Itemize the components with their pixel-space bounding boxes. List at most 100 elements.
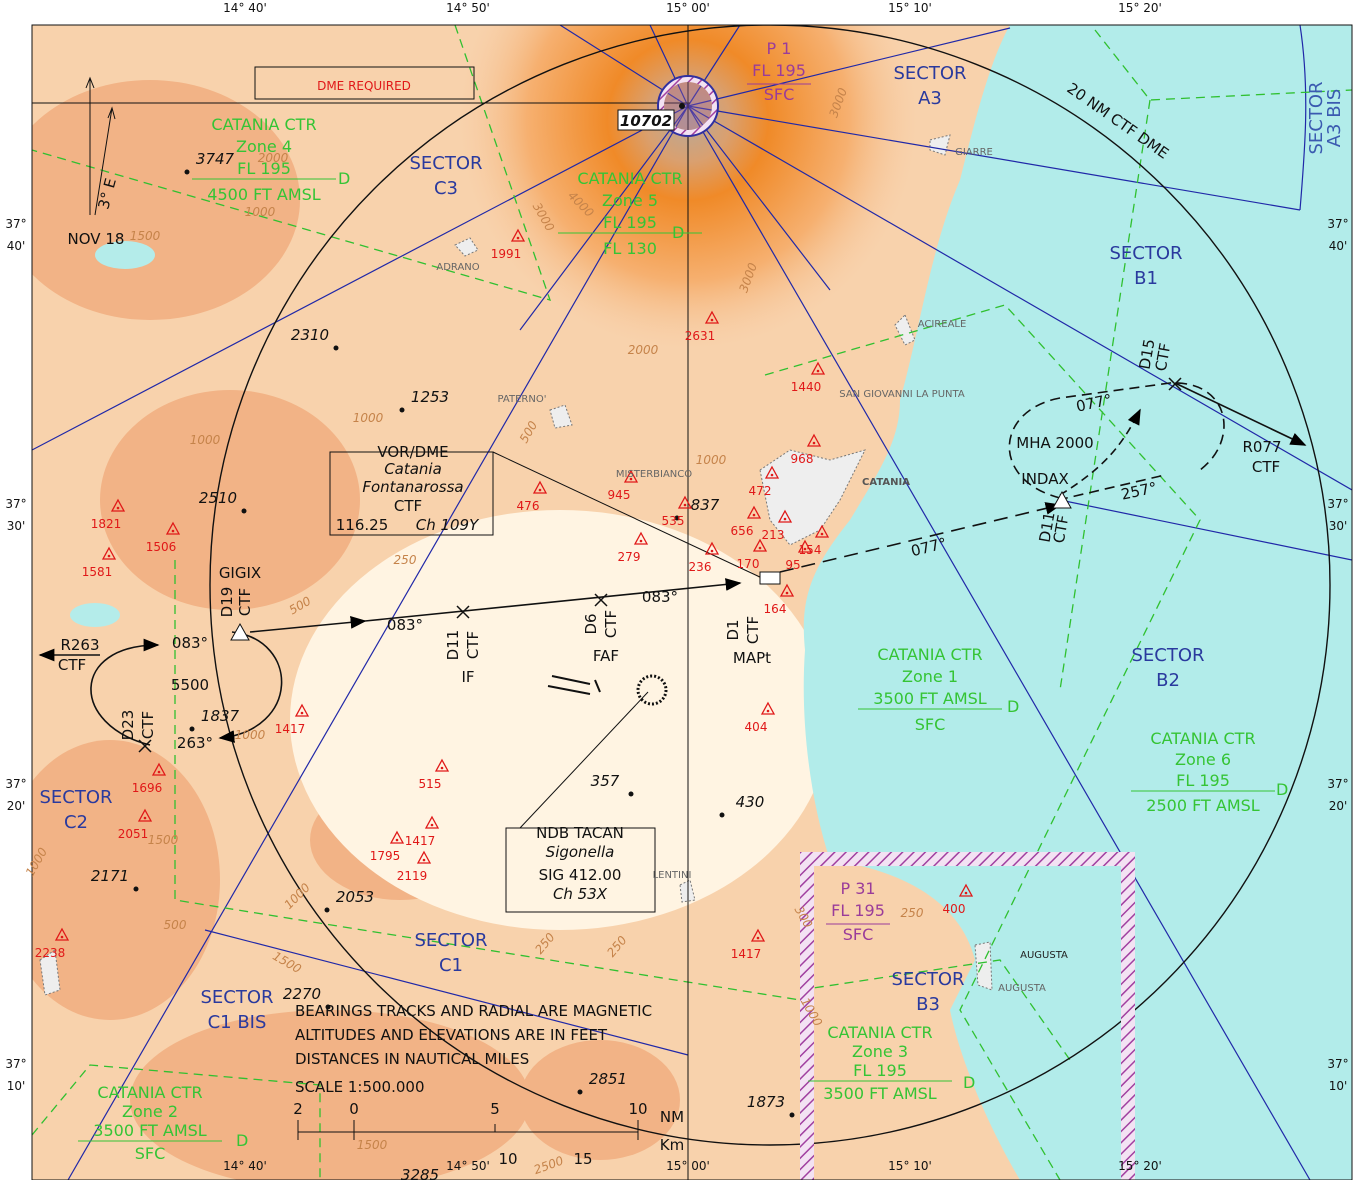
contour-label: 1500 [357, 1138, 388, 1152]
sector-name: C1 BIS [208, 1012, 267, 1033]
obstacle-elevation: 279 [618, 550, 641, 564]
procedure-label: CTF [464, 631, 482, 659]
zone-text: CATANIA CTR [827, 1023, 932, 1042]
procedure-label: R077 [1242, 438, 1281, 456]
spot-dot [334, 346, 339, 351]
spot-dot [790, 1113, 795, 1118]
obstacle-dot [396, 839, 399, 842]
obstacle-dot [753, 514, 756, 517]
latitude-label: 10' [7, 1079, 26, 1093]
zone-text: SFC [135, 1144, 166, 1163]
obstacle-elevation: 1417 [275, 722, 306, 736]
obstacle-dot [757, 937, 760, 940]
procedure-label: D11 [444, 630, 462, 661]
prohibited-text: SFC [843, 925, 874, 944]
airspace-class: D [1276, 780, 1288, 799]
obstacle-elevation: 1506 [146, 540, 177, 554]
spot-dot [578, 1090, 583, 1095]
zone-text: FL 130 [603, 239, 657, 258]
spot-dot [190, 727, 195, 732]
longitude-label: 15° 00' [666, 1, 710, 15]
procedure-label: MAPt [733, 649, 771, 667]
zone-text: SFC [915, 715, 946, 734]
sector-name: A3 [918, 88, 942, 109]
obstacle-elevation: 1991 [491, 247, 522, 261]
zone-text: CATANIA CTR [211, 115, 316, 134]
sector-label: SECTOR [1131, 645, 1204, 666]
longitude-label: 15° 10' [888, 1159, 932, 1173]
peak-elevation: 10702 [620, 112, 672, 130]
navaid-name: Sigonella [546, 843, 615, 861]
contour-label: 1500 [130, 229, 161, 243]
scale-unit: Km [660, 1136, 684, 1154]
procedure-label: 083° [642, 588, 678, 606]
procedure-label: R263 [60, 636, 99, 654]
latitude-label: 37° [1327, 777, 1348, 791]
scale-tick: 2 [293, 1100, 303, 1118]
obstacle-dot [144, 817, 147, 820]
airspace-class: D [963, 1073, 975, 1092]
latitude-label: 10' [1329, 1079, 1348, 1093]
longitude-label: 15° 20' [1118, 1159, 1162, 1173]
place-name: AUGUSTA [998, 983, 1046, 994]
obstacle-dot [784, 518, 787, 521]
latitude-label: 37° [1327, 1057, 1348, 1071]
obstacle-elevation: 404 [745, 720, 768, 734]
navaid-type: VOR/DME [377, 443, 448, 461]
contour-label: 1000 [353, 411, 384, 425]
obstacle-elevation: 95 [785, 558, 800, 572]
navaid-channel: Ch 109Y [416, 516, 480, 534]
contour-label: 1000 [235, 728, 266, 742]
sector-label: SECTOR [39, 787, 112, 808]
obstacle-dot [301, 712, 304, 715]
obstacle-dot [767, 710, 770, 713]
procedure-label: CTF [139, 711, 157, 739]
latitude-label: 20' [7, 799, 26, 813]
spot-dot [242, 509, 247, 514]
procedure-label: 5500 [171, 676, 209, 694]
zone-text: 2500 FT AMSL [1146, 796, 1259, 815]
spot-elevation: 837 [691, 496, 720, 514]
spot-elevation: 2510 [199, 489, 237, 507]
obstacle-elevation: 656 [731, 524, 754, 538]
obstacle-elevation: 400 [943, 902, 966, 916]
place-name: MISTERBIANCO [616, 469, 692, 480]
obstacle-dot [441, 767, 444, 770]
procedure-label: FAF [593, 647, 619, 665]
obstacle-elevation: 213 [762, 528, 785, 542]
zone-text: FL 195 [853, 1061, 907, 1080]
navaid-type: NDB TACAN [536, 824, 624, 842]
zone-text: Zone 1 [902, 667, 958, 686]
spot-dot [629, 792, 634, 797]
obstacle-elevation: 1821 [91, 517, 122, 531]
sector-name: C1 [439, 955, 463, 976]
scale-tick: 10 [628, 1100, 647, 1118]
airspace-class: D [1007, 697, 1019, 716]
zone-text: FL 195 [603, 213, 657, 232]
spot-dot [134, 887, 139, 892]
procedure-label: CTF [602, 610, 620, 638]
obstacle-dot [813, 442, 816, 445]
obstacle-elevation: 945 [608, 488, 631, 502]
obstacle-dot [821, 533, 824, 536]
contour-label: 1500 [148, 833, 179, 847]
place-name: GIARRE [955, 147, 993, 158]
latitude-label: 37° [5, 777, 26, 791]
navaid-name: Catania [384, 460, 442, 478]
prohibited-text: FL 195 [831, 901, 885, 920]
obstacle-elevation: 164 [764, 602, 787, 616]
contour-label: 250 [901, 906, 924, 920]
latitude-label: 37° [1327, 217, 1348, 231]
place-name: SAN GIOVANNI LA PUNTA [839, 389, 965, 400]
latitude-label: 40' [7, 239, 26, 253]
obstacle-dot [965, 892, 968, 895]
spot-dot [400, 408, 405, 413]
contour-label: 500 [164, 918, 187, 932]
note: DISTANCES IN NAUTICAL MILES [295, 1050, 529, 1068]
obstacle-elevation: 968 [791, 452, 814, 466]
scale-tick: 0 [349, 1100, 359, 1118]
navaid-ident: CTF [394, 497, 422, 515]
procedure-label: CTF [236, 588, 254, 616]
navaid-frequency: SIG 412.00 [539, 866, 622, 884]
sector-label: SECTOR [200, 987, 273, 1008]
